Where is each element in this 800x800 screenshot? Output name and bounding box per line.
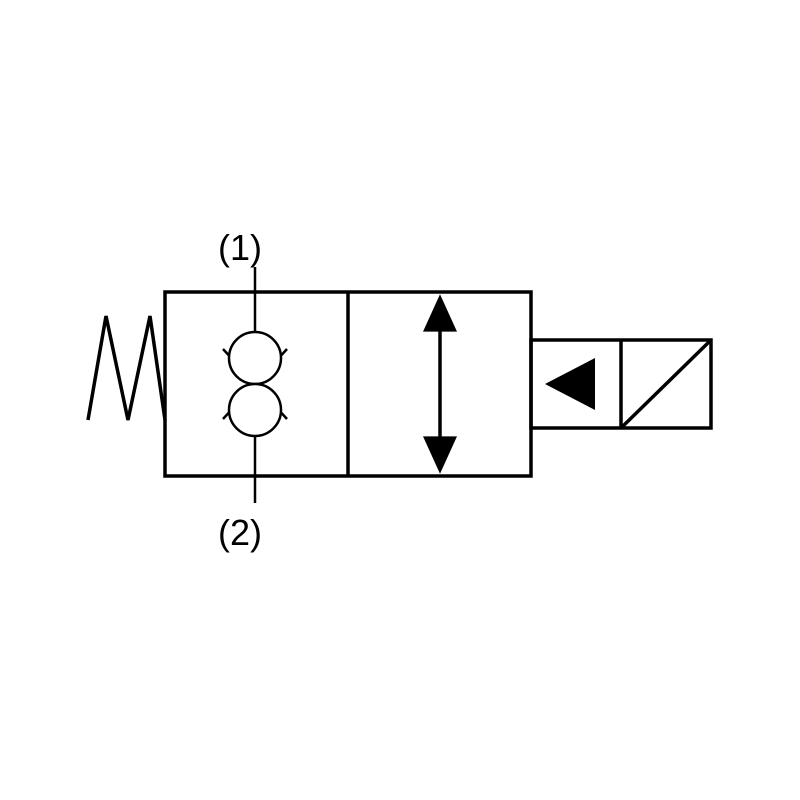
solenoid-indicator-triangle bbox=[545, 358, 595, 410]
closed-poppet-top bbox=[229, 332, 281, 384]
closed-poppet-bottom bbox=[229, 384, 281, 436]
solenoid-coil-diagonal bbox=[621, 340, 711, 428]
valve-schematic: (1) (2) bbox=[0, 0, 800, 800]
open-flow-arrow bbox=[423, 294, 457, 474]
port-1-label: (1) bbox=[218, 227, 262, 268]
spring-return-symbol bbox=[88, 316, 165, 420]
port-2-label: (2) bbox=[218, 512, 262, 553]
